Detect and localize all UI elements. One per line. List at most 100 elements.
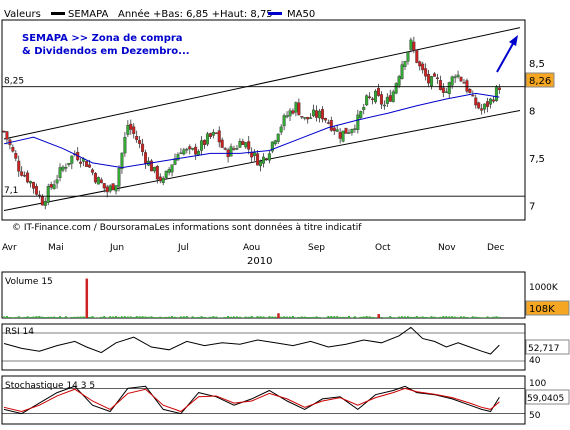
candle-body bbox=[129, 123, 133, 130]
candle-body bbox=[164, 170, 168, 178]
volume-bar bbox=[218, 317, 221, 318]
volume-bar bbox=[38, 315, 41, 318]
volume-bar bbox=[188, 317, 191, 318]
candle-body bbox=[326, 122, 330, 124]
volume-bar bbox=[412, 316, 415, 318]
candle-body bbox=[315, 110, 319, 118]
symbol-label: SEMAPA bbox=[68, 9, 109, 20]
range-label: Année +Bas: 6,85 +Haut: 8,75 bbox=[118, 8, 273, 20]
rsi-panel bbox=[1, 323, 526, 371]
volume-bar bbox=[389, 316, 392, 318]
volume-bar bbox=[374, 317, 377, 318]
candle-body bbox=[365, 95, 369, 106]
candle-body bbox=[462, 82, 466, 84]
volume-bar bbox=[309, 317, 312, 318]
valeurs-label: Valeurs bbox=[4, 9, 41, 20]
volume-bar bbox=[147, 316, 150, 318]
candle-body bbox=[344, 127, 348, 134]
candle-body bbox=[309, 117, 313, 119]
price-badge-text: 8,26 bbox=[529, 76, 551, 87]
candle-body bbox=[55, 179, 59, 184]
volume-bar bbox=[20, 317, 23, 318]
volume-bar bbox=[117, 316, 120, 318]
volume-bar bbox=[436, 317, 439, 318]
volume-bar bbox=[465, 316, 468, 318]
stochastic-panel bbox=[1, 375, 526, 425]
candle-body bbox=[347, 132, 351, 134]
volume-bar bbox=[395, 317, 398, 318]
candle-body bbox=[491, 99, 495, 102]
month-axis: Avr Mai Jun Jul Aou Sep Oct Nov Dec bbox=[2, 243, 504, 253]
candle-body bbox=[170, 164, 174, 173]
candle-body bbox=[34, 185, 38, 195]
candle-body bbox=[11, 147, 15, 152]
volume-bar bbox=[241, 317, 244, 318]
volume-bar bbox=[259, 316, 262, 318]
candle-body bbox=[250, 151, 254, 158]
volume-bar bbox=[162, 317, 165, 318]
volume-bar bbox=[123, 316, 126, 318]
candle-body bbox=[158, 176, 162, 182]
candle-body bbox=[329, 120, 333, 131]
volume-bar bbox=[454, 316, 457, 318]
volume-bar bbox=[8, 317, 11, 318]
volume-bar bbox=[294, 317, 297, 318]
volume-bar bbox=[421, 316, 424, 318]
volume-bar bbox=[427, 317, 430, 318]
candle-body bbox=[303, 117, 307, 119]
volume-bar bbox=[61, 317, 64, 318]
volume-bar bbox=[333, 316, 336, 318]
volume-bar bbox=[474, 316, 477, 318]
candle-body bbox=[306, 116, 310, 120]
candle-body bbox=[191, 148, 195, 150]
volume-bar bbox=[11, 317, 14, 318]
volume-bar bbox=[398, 316, 401, 318]
candle-body bbox=[317, 110, 321, 119]
candle-body bbox=[341, 130, 345, 142]
volume-bar bbox=[247, 316, 250, 318]
candle-body bbox=[229, 146, 233, 157]
month-tick: Jul bbox=[177, 243, 189, 253]
volume-bar bbox=[185, 316, 188, 318]
candle-body bbox=[406, 51, 410, 62]
candle-body bbox=[208, 133, 212, 138]
volume-bar bbox=[203, 316, 206, 318]
candle-body bbox=[435, 77, 439, 79]
candle-body bbox=[338, 132, 342, 139]
candle-body bbox=[185, 148, 189, 151]
candle-body bbox=[244, 142, 248, 148]
channel-upper-line bbox=[3, 27, 521, 140]
candle-body bbox=[155, 166, 159, 180]
candle-body bbox=[320, 109, 324, 120]
volume-bar bbox=[23, 316, 26, 318]
volume-bar bbox=[498, 316, 501, 318]
candle-body bbox=[335, 129, 339, 132]
volume-bar bbox=[460, 316, 463, 318]
annotation-line-2: & Dividendos em Dezembro... bbox=[22, 46, 190, 57]
candle-body bbox=[205, 133, 209, 145]
volume-bar bbox=[244, 316, 247, 318]
candle-body bbox=[450, 76, 454, 86]
candle-body bbox=[374, 90, 378, 103]
volume-bar bbox=[215, 316, 218, 318]
volume-spike-bar bbox=[377, 314, 380, 318]
candle-body bbox=[31, 182, 35, 189]
up-arrow-icon bbox=[496, 35, 518, 73]
volume-bar bbox=[156, 317, 159, 318]
candle-body bbox=[376, 88, 380, 96]
volume-bar bbox=[112, 316, 115, 318]
candle-body bbox=[120, 152, 124, 169]
candle-body bbox=[238, 141, 242, 148]
candle-body bbox=[430, 76, 434, 87]
candle-body bbox=[323, 118, 327, 121]
candle-body bbox=[288, 110, 292, 117]
volume-bar bbox=[3, 316, 5, 318]
volume-bar bbox=[32, 316, 35, 318]
volume-bar bbox=[286, 316, 289, 318]
stochastic-lines bbox=[2, 385, 525, 415]
candle-body bbox=[356, 114, 360, 130]
candle-body bbox=[5, 131, 9, 140]
candle-body bbox=[26, 172, 30, 183]
candle-body bbox=[96, 177, 100, 185]
rsi-badge-text: 52,717 bbox=[528, 344, 560, 354]
